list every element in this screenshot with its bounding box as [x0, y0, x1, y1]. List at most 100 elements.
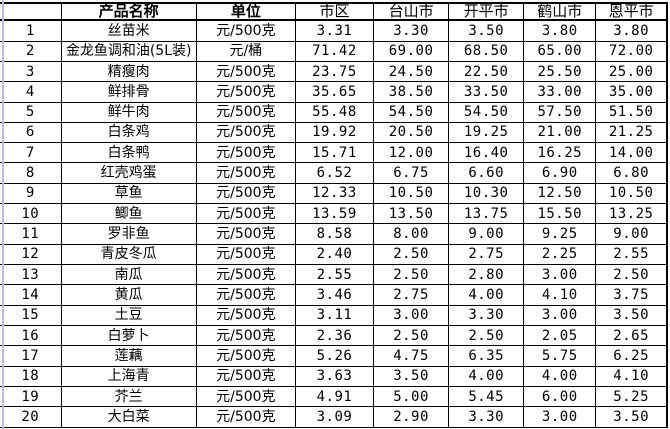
price-cell-kaiping[interactable]: 9.00 [448, 223, 525, 245]
price-cell-kaiping[interactable]: 16.40 [448, 142, 525, 164]
row-number-cell[interactable]: 12 [0, 243, 62, 266]
price-cell-taishan[interactable]: 3.00 [373, 304, 450, 327]
price-cell-taishan[interactable]: 2.90 [373, 406, 450, 428]
price-cell-enping[interactable]: 51.50 [595, 101, 668, 123]
price-cell-shiqu[interactable]: 12.33 [294, 182, 375, 205]
price-cell-enping[interactable]: 2.50 [595, 264, 668, 286]
price-cell-heshan[interactable]: 3.00 [523, 264, 597, 286]
unit-cell[interactable]: 元/500克 [195, 182, 296, 205]
row-number-cell[interactable]: 20 [0, 406, 62, 428]
column-header-unit[interactable]: 单位 [195, 2, 296, 21]
price-cell-kaiping[interactable]: 68.50 [448, 40, 525, 62]
product-name-cell[interactable]: 鲫鱼 [60, 203, 197, 225]
price-cell-shiqu[interactable]: 2.55 [294, 264, 375, 286]
product-name-cell[interactable]: 草鱼 [60, 182, 197, 205]
unit-cell[interactable]: 元/500克 [195, 345, 296, 367]
row-number-cell[interactable]: 14 [0, 284, 62, 306]
price-cell-heshan[interactable]: 6.90 [523, 162, 597, 184]
product-name-cell[interactable]: 上海青 [60, 365, 197, 388]
unit-cell[interactable]: 元/500克 [195, 386, 296, 408]
price-cell-taishan[interactable]: 8.00 [373, 223, 450, 245]
row-number-cell[interactable]: 1 [0, 19, 62, 42]
price-cell-heshan[interactable]: 3.00 [523, 406, 597, 428]
price-cell-heshan[interactable]: 4.10 [523, 284, 597, 306]
price-cell-shiqu[interactable]: 5.26 [294, 345, 375, 367]
price-cell-heshan[interactable]: 6.00 [523, 386, 597, 408]
price-cell-enping[interactable]: 2.65 [595, 325, 668, 347]
unit-cell[interactable]: 元/500克 [195, 223, 296, 245]
price-cell-heshan[interactable]: 3.80 [523, 19, 597, 42]
product-name-cell[interactable]: 精瘦肉 [60, 60, 197, 83]
price-cell-kaiping[interactable]: 4.00 [448, 284, 525, 306]
price-cell-shiqu[interactable]: 8.58 [294, 223, 375, 245]
product-name-cell[interactable]: 丝苗米 [60, 19, 197, 42]
unit-cell[interactable]: 元/500克 [195, 121, 296, 144]
price-cell-heshan[interactable]: 2.25 [523, 243, 597, 266]
price-cell-enping[interactable]: 9.00 [595, 223, 668, 245]
column-header-city-shiqu[interactable]: 市区 [294, 2, 375, 21]
price-cell-kaiping[interactable]: 6.60 [448, 162, 525, 184]
price-cell-shiqu[interactable]: 23.75 [294, 60, 375, 83]
unit-cell[interactable]: 元/500克 [195, 325, 296, 347]
row-number-cell[interactable]: 18 [0, 365, 62, 388]
price-cell-enping[interactable]: 14.00 [595, 142, 668, 164]
price-cell-shiqu[interactable]: 4.91 [294, 386, 375, 408]
row-number-cell[interactable]: 4 [0, 81, 62, 103]
price-cell-kaiping[interactable]: 3.30 [448, 304, 525, 327]
price-cell-enping[interactable]: 4.10 [595, 365, 668, 388]
price-cell-shiqu[interactable]: 3.09 [294, 406, 375, 428]
row-number-cell[interactable]: 19 [0, 386, 62, 408]
price-cell-enping[interactable]: 3.75 [595, 284, 668, 306]
price-cell-taishan[interactable]: 13.50 [373, 203, 450, 225]
price-cell-shiqu[interactable]: 3.63 [294, 365, 375, 388]
row-number-cell[interactable]: 5 [0, 101, 62, 123]
price-cell-kaiping[interactable]: 33.50 [448, 81, 525, 103]
price-cell-kaiping[interactable]: 3.30 [448, 406, 525, 428]
unit-cell[interactable]: 元/500克 [195, 406, 296, 428]
price-cell-heshan[interactable]: 2.05 [523, 325, 597, 347]
price-cell-taishan[interactable]: 12.00 [373, 142, 450, 164]
price-cell-shiqu[interactable]: 3.11 [294, 304, 375, 327]
price-cell-kaiping[interactable]: 54.50 [448, 101, 525, 123]
unit-cell[interactable]: 元/500克 [195, 162, 296, 184]
price-cell-shiqu[interactable]: 71.42 [294, 40, 375, 62]
price-cell-kaiping[interactable]: 22.50 [448, 60, 525, 83]
price-cell-kaiping[interactable]: 6.35 [448, 345, 525, 367]
price-cell-taishan[interactable]: 3.30 [373, 19, 450, 42]
product-name-cell[interactable]: 大白菜 [60, 406, 197, 428]
price-cell-heshan[interactable]: 33.00 [523, 81, 597, 103]
price-cell-kaiping[interactable]: 4.00 [448, 365, 525, 388]
price-cell-enping[interactable]: 10.50 [595, 182, 668, 205]
product-name-cell[interactable]: 鲜排骨 [60, 81, 197, 103]
price-cell-heshan[interactable]: 65.00 [523, 40, 597, 62]
row-number-cell[interactable]: 3 [0, 60, 62, 83]
price-cell-heshan[interactable]: 5.75 [523, 345, 597, 367]
product-name-cell[interactable]: 白条鸡 [60, 121, 197, 144]
price-cell-kaiping[interactable]: 13.75 [448, 203, 525, 225]
price-cell-kaiping[interactable]: 2.75 [448, 243, 525, 266]
price-cell-kaiping[interactable]: 2.80 [448, 264, 525, 286]
price-cell-shiqu[interactable]: 13.59 [294, 203, 375, 225]
unit-cell[interactable]: 元/500克 [195, 284, 296, 306]
product-name-cell[interactable]: 红壳鸡蛋 [60, 162, 197, 184]
price-cell-taishan[interactable]: 2.50 [373, 243, 450, 266]
price-cell-shiqu[interactable]: 3.46 [294, 284, 375, 306]
unit-cell[interactable]: 元/500克 [195, 203, 296, 225]
price-cell-taishan[interactable]: 20.50 [373, 121, 450, 144]
row-number-cell[interactable]: 9 [0, 182, 62, 205]
price-cell-heshan[interactable]: 4.00 [523, 365, 597, 388]
price-cell-kaiping[interactable]: 5.45 [448, 386, 525, 408]
price-cell-kaiping[interactable]: 19.25 [448, 121, 525, 144]
column-header-product-name[interactable]: 产品名称 [60, 2, 197, 21]
price-cell-taishan[interactable]: 2.50 [373, 264, 450, 286]
column-header-city-enping[interactable]: 恩平市 [595, 2, 668, 21]
price-cell-taishan[interactable]: 24.50 [373, 60, 450, 83]
price-cell-enping[interactable]: 3.50 [595, 304, 668, 327]
price-cell-enping[interactable]: 3.80 [595, 19, 668, 42]
price-cell-kaiping[interactable]: 3.50 [448, 19, 525, 42]
product-name-cell[interactable]: 芥兰 [60, 386, 197, 408]
product-name-cell[interactable]: 罗非鱼 [60, 223, 197, 245]
row-number-cell[interactable]: 16 [0, 325, 62, 347]
price-cell-taishan[interactable]: 6.75 [373, 162, 450, 184]
price-cell-heshan[interactable]: 57.50 [523, 101, 597, 123]
